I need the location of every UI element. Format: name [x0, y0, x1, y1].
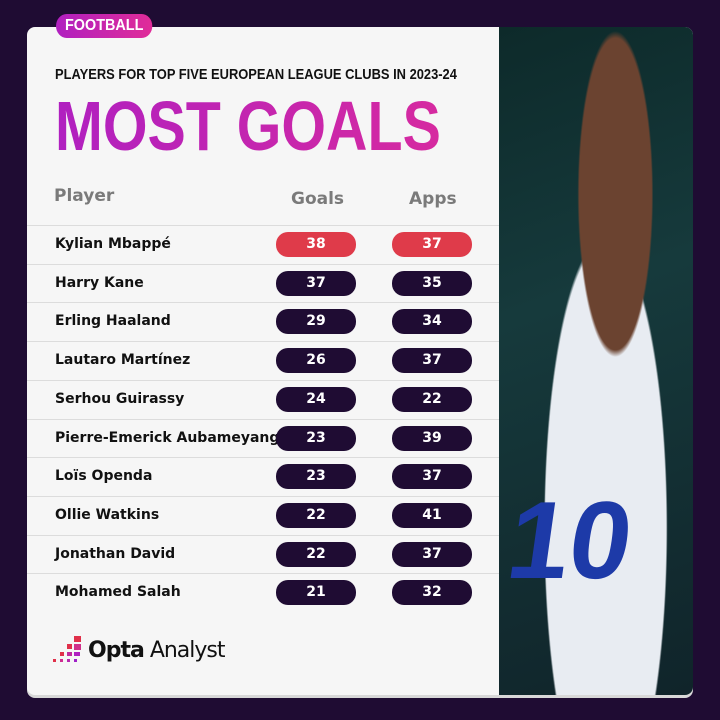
table-row: Ollie Watkins 22 41 — [27, 495, 499, 535]
apps-value: 35 — [392, 270, 472, 296]
player-name: Harry Kane — [55, 274, 144, 291]
table-row: Serhou Guirassy 24 22 — [27, 379, 499, 419]
table-row: Mohamed Salah 21 32 — [27, 573, 499, 612]
apps-value: 37 — [392, 464, 472, 490]
goals-value: 26 — [276, 348, 356, 374]
page-title: MOST GOALS — [55, 87, 441, 165]
player-name: Lautaro Martínez — [55, 352, 191, 369]
opta-analyst-logo: Opta Analyst — [50, 636, 226, 664]
table-row: Kylian Mbappé 38 37 — [27, 225, 499, 264]
player-name: Ollie Watkins — [55, 506, 160, 523]
goals-value: 21 — [276, 580, 356, 606]
logo-text-bold: Opta — [88, 637, 145, 663]
table-row: Erling Haaland 29 34 — [27, 302, 499, 341]
apps-value: 41 — [392, 502, 472, 528]
player-name: Kylian Mbappé — [55, 236, 171, 252]
goals-value: 22 — [276, 541, 356, 567]
player-name: Serhou Guirassy — [55, 390, 185, 407]
infographic-card: 10 — [27, 27, 693, 695]
category-tag: FOOTBALL — [56, 14, 153, 38]
apps-value: 37 — [392, 541, 472, 567]
apps-value: 32 — [392, 580, 472, 606]
goals-value: 37 — [276, 270, 356, 296]
player-name: Loïs Openda — [55, 468, 153, 485]
player-name: Erling Haaland — [55, 313, 171, 330]
column-header-player: Player — [54, 186, 115, 206]
player-photo: 10 — [499, 27, 693, 695]
goals-value: 23 — [276, 425, 356, 451]
player-name: Pierre-Emerick Aubameyang — [55, 429, 280, 446]
column-header-goals: Goals — [291, 189, 345, 209]
table-row: Loïs Openda 23 37 — [27, 457, 499, 496]
opta-logo-icon — [53, 636, 81, 662]
apps-value: 39 — [392, 425, 472, 451]
goals-value: 22 — [276, 502, 356, 528]
apps-value: 37 — [392, 232, 472, 257]
logo-text-light: Analyst — [149, 637, 226, 663]
goals-value: 29 — [276, 309, 356, 335]
table-row: Lautaro Martínez 26 37 — [27, 341, 499, 380]
table-row: Harry Kane 37 35 — [27, 263, 499, 303]
goals-value: 38 — [276, 232, 356, 257]
goals-value: 23 — [276, 464, 356, 490]
apps-value: 22 — [392, 386, 472, 412]
apps-value: 37 — [392, 348, 472, 374]
player-name: Mohamed Salah — [55, 584, 181, 601]
subtitle: PLAYERS FOR TOP FIVE EUROPEAN LEAGUE CLU… — [55, 66, 457, 83]
column-header-apps: Apps — [409, 189, 457, 209]
table-row: Pierre-Emerick Aubameyang 23 39 — [27, 418, 499, 458]
player-name: Jonathan David — [55, 545, 176, 562]
table-row: Jonathan David 22 37 — [27, 534, 499, 574]
shirt-number-graphic: 10 — [500, 479, 641, 602]
goals-value: 24 — [276, 386, 356, 412]
apps-value: 34 — [392, 309, 472, 335]
